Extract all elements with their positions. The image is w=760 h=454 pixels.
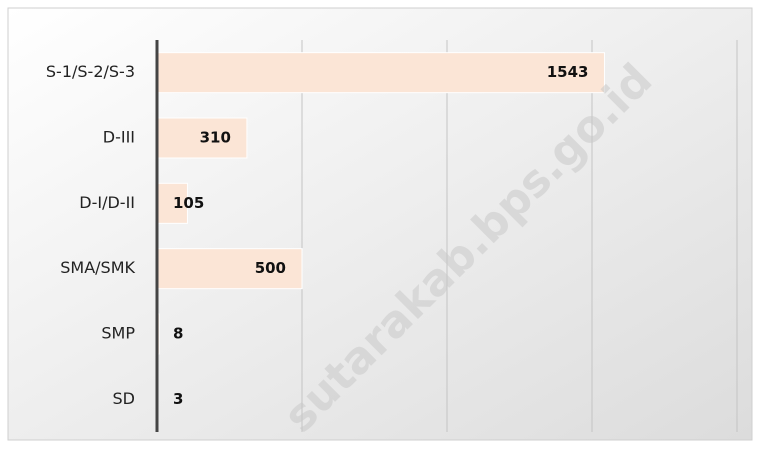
data-label: 1543 [547, 63, 589, 81]
data-label: 3 [173, 390, 183, 408]
bar [156, 182, 188, 224]
bar [156, 52, 605, 94]
y-tick-label: SD [113, 389, 135, 408]
data-label: 8 [173, 325, 183, 343]
data-label: 105 [173, 194, 204, 212]
y-tick-label: S-1/S-2/S-3 [46, 62, 135, 81]
bar [156, 117, 248, 159]
data-label: 500 [255, 259, 286, 277]
data-label: 310 [200, 129, 231, 147]
y-tick-label: SMA/SMK [60, 258, 135, 277]
y-tick-label: D-I/D-II [79, 193, 135, 212]
y-tick-label: SMP [101, 324, 135, 343]
y-tick-label: D-III [103, 128, 135, 147]
